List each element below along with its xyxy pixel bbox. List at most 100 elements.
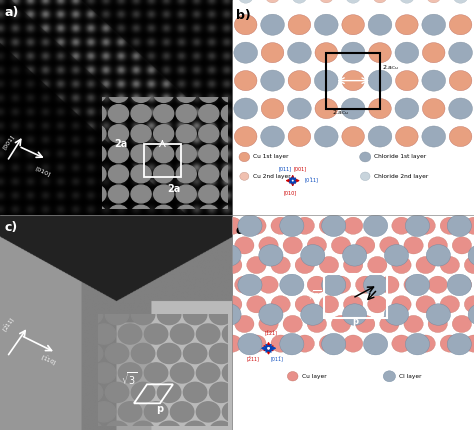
Circle shape (235, 15, 257, 35)
Circle shape (346, 130, 360, 143)
Text: $\sqrt{3}$: $\sqrt{3}$ (307, 289, 322, 303)
Circle shape (295, 296, 314, 313)
Circle shape (427, 130, 441, 143)
Circle shape (468, 245, 474, 266)
Circle shape (346, 46, 360, 59)
Circle shape (395, 98, 419, 119)
Circle shape (342, 15, 365, 35)
Circle shape (396, 71, 418, 91)
Circle shape (373, 102, 387, 115)
Circle shape (343, 245, 367, 266)
Circle shape (259, 276, 278, 293)
Circle shape (271, 335, 290, 352)
Circle shape (292, 46, 307, 59)
Circle shape (315, 98, 337, 119)
Circle shape (346, 0, 360, 3)
Circle shape (422, 70, 446, 91)
Circle shape (404, 315, 423, 332)
Circle shape (292, 18, 306, 31)
Circle shape (322, 215, 346, 237)
Circle shape (271, 217, 290, 234)
Circle shape (428, 315, 447, 332)
Circle shape (223, 217, 242, 234)
Text: [001]: [001] (294, 166, 307, 171)
Circle shape (341, 98, 365, 119)
Circle shape (416, 217, 435, 234)
Circle shape (314, 14, 338, 35)
Text: Chloride 2nd layer: Chloride 2nd layer (374, 174, 428, 179)
Circle shape (211, 130, 226, 143)
Circle shape (373, 46, 387, 59)
Circle shape (247, 256, 266, 273)
Circle shape (453, 102, 468, 115)
Circle shape (265, 18, 280, 31)
Circle shape (344, 217, 363, 234)
Circle shape (344, 335, 363, 352)
Text: [$\bar{1}$10]: [$\bar{1}$10] (39, 353, 58, 368)
Circle shape (400, 0, 414, 3)
Text: [010]: [010] (284, 190, 297, 195)
Circle shape (223, 335, 242, 352)
Circle shape (449, 42, 473, 63)
Circle shape (247, 217, 266, 234)
Circle shape (373, 74, 387, 87)
Circle shape (223, 256, 242, 273)
Circle shape (392, 217, 411, 234)
Circle shape (217, 245, 241, 266)
Circle shape (288, 42, 311, 63)
Circle shape (295, 335, 314, 352)
Circle shape (314, 70, 338, 91)
Circle shape (217, 304, 241, 325)
Circle shape (212, 0, 226, 3)
Circle shape (404, 237, 423, 254)
Text: [01$\bar{1}$]: [01$\bar{1}$] (270, 356, 284, 366)
Text: [$\bar{1}2\bar{1}$]: [$\bar{1}2\bar{1}$] (264, 329, 278, 339)
Circle shape (259, 315, 278, 332)
Circle shape (416, 256, 435, 273)
Circle shape (271, 296, 290, 313)
Circle shape (235, 315, 254, 332)
Circle shape (364, 215, 388, 237)
Circle shape (453, 46, 468, 59)
Circle shape (292, 102, 307, 115)
Text: c): c) (5, 221, 18, 234)
Circle shape (261, 70, 284, 91)
Circle shape (422, 98, 445, 119)
Circle shape (341, 42, 365, 63)
Circle shape (292, 130, 306, 143)
Circle shape (449, 71, 472, 91)
Circle shape (449, 126, 472, 147)
Circle shape (261, 14, 284, 35)
Circle shape (239, 130, 253, 143)
Circle shape (247, 335, 266, 352)
Circle shape (416, 296, 435, 313)
Circle shape (315, 43, 337, 63)
Circle shape (212, 46, 226, 59)
Text: Cu layer: Cu layer (302, 374, 327, 379)
Circle shape (319, 217, 338, 234)
Circle shape (211, 74, 226, 87)
Circle shape (239, 152, 250, 162)
Text: [$\bar{2}$11]: [$\bar{2}$11] (0, 315, 17, 334)
Circle shape (465, 256, 474, 273)
Circle shape (283, 276, 302, 293)
Circle shape (265, 74, 280, 87)
Circle shape (322, 274, 346, 296)
Circle shape (364, 333, 388, 355)
Circle shape (383, 371, 395, 382)
Circle shape (465, 335, 474, 352)
Circle shape (380, 237, 399, 254)
Circle shape (454, 74, 467, 87)
Circle shape (292, 0, 307, 3)
Circle shape (400, 102, 414, 115)
Circle shape (440, 217, 459, 234)
Circle shape (392, 335, 411, 352)
Circle shape (368, 256, 387, 273)
Circle shape (319, 18, 334, 31)
Circle shape (239, 74, 253, 87)
Circle shape (235, 237, 254, 254)
Bar (326, 52, 380, 108)
Circle shape (295, 217, 314, 234)
Circle shape (259, 245, 283, 266)
Circle shape (342, 126, 365, 147)
